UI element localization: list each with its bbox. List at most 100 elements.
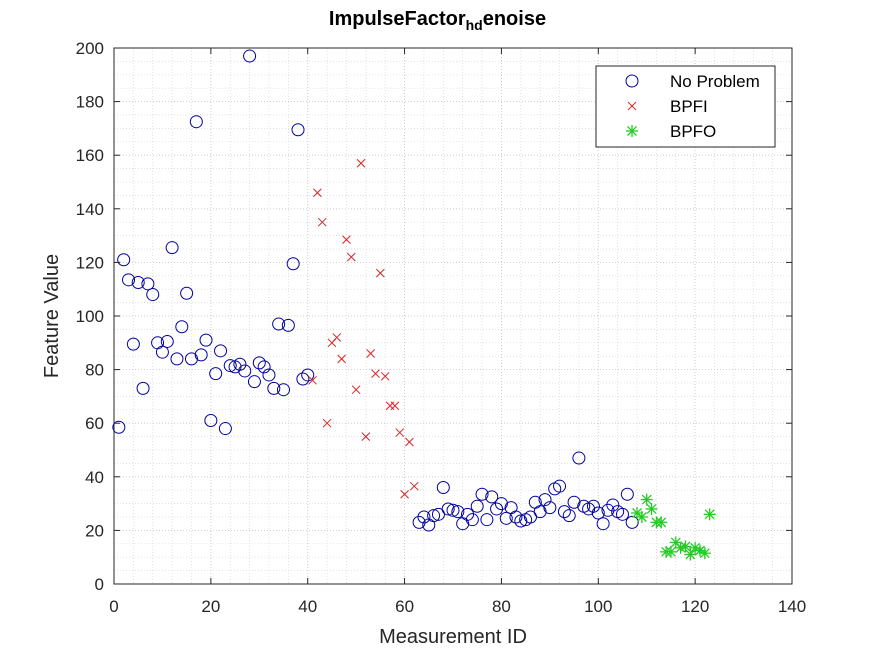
point-no-problem <box>223 359 237 373</box>
point-no-problem <box>606 498 620 512</box>
point-no-problem <box>184 352 198 366</box>
point-bpfi <box>346 252 356 262</box>
chart-title-main: ImpulseFactor <box>328 8 466 30</box>
point-no-problem <box>218 422 232 436</box>
chart-title: ImpulseFactorhdenoise <box>0 8 875 33</box>
point-no-problem <box>165 241 179 255</box>
point-no-problem <box>247 375 261 389</box>
point-bpfi <box>313 188 322 198</box>
y-tick-label: 160 <box>76 146 104 165</box>
point-no-problem <box>591 506 605 520</box>
point-bpfi <box>337 354 346 364</box>
point-no-problem <box>238 364 252 378</box>
point-no-problem <box>267 381 281 395</box>
point-bpfi <box>405 437 414 447</box>
point-no-problem <box>286 257 300 271</box>
point-no-problem <box>514 514 528 528</box>
y-axis-ticks: 0 20 40 60 80 100 120 140 160 180 200 <box>76 39 792 594</box>
point-no-problem <box>562 509 576 523</box>
point-bpfi <box>390 401 400 411</box>
y-tick-label: 40 <box>85 468 104 487</box>
point-bpfi <box>342 235 351 244</box>
legend-marker-no-problem <box>625 74 639 88</box>
point-no-problem <box>199 333 213 347</box>
x-tick-label: 80 <box>492 597 511 616</box>
point-no-problem <box>620 487 634 501</box>
y-axis-label: Feature Value <box>41 254 63 378</box>
point-no-problem <box>170 352 184 366</box>
point-bpfi <box>351 385 361 395</box>
y-tick-label: 60 <box>85 414 104 433</box>
point-no-problem <box>431 507 445 521</box>
legend-label-bpfi: BPFI <box>670 97 708 116</box>
point-bpfi <box>409 481 419 491</box>
point-bpfi <box>356 158 366 168</box>
point-no-problem <box>180 286 194 300</box>
point-no-problem <box>252 356 266 370</box>
x-tick-label: 140 <box>778 597 806 616</box>
point-no-problem <box>146 288 160 302</box>
point-no-problem <box>412 515 426 529</box>
x-tick-label: 40 <box>298 597 317 616</box>
point-bpfo <box>698 547 711 560</box>
point-no-problem <box>446 503 460 517</box>
point-no-problem <box>281 318 295 332</box>
point-no-problem <box>533 505 547 519</box>
point-no-problem <box>136 381 150 395</box>
x-tick-label: 120 <box>681 597 709 616</box>
point-no-problem <box>189 115 203 129</box>
point-no-problem <box>572 451 586 465</box>
point-no-problem <box>480 513 494 527</box>
x-axis-ticks: 0 20 40 60 80 100 120 140 <box>109 48 806 616</box>
x-tick-label: 60 <box>395 597 414 616</box>
x-tick-label: 100 <box>584 597 612 616</box>
point-no-problem <box>596 517 610 531</box>
point-no-problem <box>625 515 639 529</box>
point-no-problem <box>616 507 629 521</box>
y-tick-label: 100 <box>76 307 104 326</box>
point-bpfo <box>645 502 658 515</box>
point-no-problem <box>509 510 523 524</box>
point-bpfi <box>376 268 385 278</box>
y-tick-label: 20 <box>85 521 104 540</box>
y-tick-label: 120 <box>76 253 104 272</box>
point-no-problem <box>523 510 537 524</box>
point-no-problem <box>257 360 271 374</box>
point-no-problem <box>122 273 136 287</box>
point-bpfi <box>380 371 390 381</box>
point-no-problem <box>461 507 475 521</box>
point-no-problem <box>470 499 484 513</box>
point-no-problem <box>277 383 290 397</box>
point-bpfi <box>332 333 342 342</box>
point-no-problem <box>214 344 228 358</box>
point-no-problem <box>465 513 479 527</box>
point-no-problem <box>543 501 557 515</box>
chart-title-end: enoise <box>482 8 547 30</box>
x-axis-label: Measurement ID <box>379 626 527 648</box>
point-no-problem <box>490 502 504 516</box>
point-no-problem <box>427 509 441 523</box>
point-bpfi <box>366 349 376 358</box>
point-bpfo <box>655 516 668 529</box>
point-bpfi <box>361 432 371 441</box>
point-no-problem <box>475 487 489 501</box>
y-tick-label: 0 <box>95 575 104 594</box>
point-no-problem <box>417 510 431 524</box>
point-bpfi <box>395 428 405 437</box>
point-no-problem <box>175 320 189 334</box>
point-no-problem <box>141 277 155 291</box>
point-bpfo <box>640 493 653 506</box>
point-no-problem <box>262 368 276 382</box>
point-no-problem <box>485 490 499 504</box>
point-no-problem <box>243 49 257 63</box>
point-no-problem <box>209 367 223 381</box>
point-no-problem <box>451 505 465 519</box>
point-bpfo <box>703 508 716 521</box>
point-no-problem <box>553 479 567 493</box>
y-tick-label: 140 <box>76 200 104 219</box>
legend-label-no-problem: No Problem <box>670 72 760 91</box>
legend-label-bpfo: BPFO <box>670 122 716 141</box>
point-no-problem <box>131 276 145 289</box>
point-no-problem <box>494 497 508 511</box>
